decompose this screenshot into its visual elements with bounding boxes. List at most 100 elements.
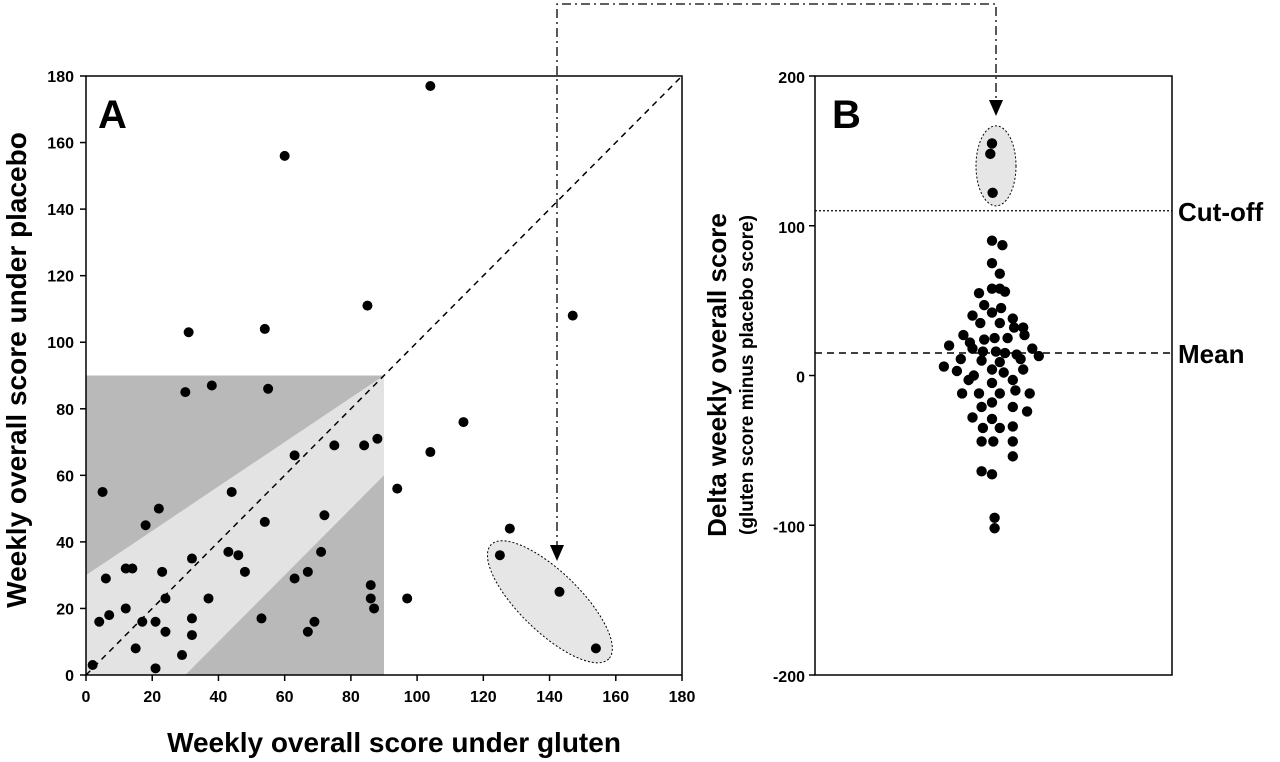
data-point xyxy=(402,593,413,604)
data-point xyxy=(329,440,340,451)
data-point xyxy=(186,613,197,624)
panel-a-y-axis-title: Weekly overall score under placebo xyxy=(1,132,32,608)
x-tick-label: 100 xyxy=(404,689,431,706)
data-point xyxy=(986,235,998,246)
data-point xyxy=(127,563,138,574)
data-point xyxy=(1008,322,1020,333)
data-point xyxy=(1027,343,1038,354)
data-point xyxy=(100,573,111,584)
data-point xyxy=(130,643,141,654)
panel-b-ticks: -200 -100 0 100 200 xyxy=(773,70,815,686)
data-point xyxy=(976,436,987,447)
data-point xyxy=(150,616,161,627)
data-point xyxy=(369,603,380,614)
data-point xyxy=(967,412,978,423)
data-point xyxy=(987,187,998,199)
x-tick-label: 80 xyxy=(342,689,360,706)
data-point xyxy=(239,566,250,577)
data-point xyxy=(494,550,505,561)
data-point xyxy=(985,148,996,160)
data-point xyxy=(425,447,436,458)
mean-label: Mean xyxy=(1178,339,1244,369)
data-point xyxy=(362,300,373,311)
panel-a-letter: A xyxy=(98,93,127,137)
panel-a-x-axis-title: Weekly overall score under gluten xyxy=(167,727,621,758)
data-point xyxy=(263,383,274,394)
data-point xyxy=(1007,436,1018,447)
data-point xyxy=(94,616,105,627)
data-point xyxy=(1019,329,1030,341)
data-point xyxy=(1024,388,1035,399)
data-point xyxy=(183,327,194,338)
y-tick-label: 100 xyxy=(778,220,805,237)
data-point xyxy=(259,323,270,334)
data-point xyxy=(975,317,986,329)
panel-a-frame xyxy=(85,75,683,676)
data-point xyxy=(120,603,131,614)
y-tick-label: -100 xyxy=(773,519,805,536)
data-point xyxy=(997,240,1008,251)
x-tick-label: 60 xyxy=(276,689,294,706)
y-tick-label: 120 xyxy=(47,269,74,286)
data-point xyxy=(963,374,974,386)
data-point xyxy=(316,546,327,557)
data-point xyxy=(990,346,1002,357)
data-point xyxy=(259,516,270,527)
y-tick-label: 180 xyxy=(47,69,74,86)
y-tick-label: 140 xyxy=(47,202,74,219)
data-point xyxy=(309,616,320,627)
cutoff-label: Cut-off xyxy=(1178,197,1264,227)
data-point xyxy=(979,299,990,311)
data-point xyxy=(986,307,998,318)
data-point xyxy=(87,660,98,671)
data-point xyxy=(977,346,989,357)
data-point xyxy=(590,643,601,654)
data-point xyxy=(994,268,1005,279)
data-point xyxy=(160,626,171,637)
data-point xyxy=(967,343,978,354)
data-point xyxy=(977,422,989,434)
data-point xyxy=(951,365,963,377)
data-point xyxy=(986,397,998,408)
data-point xyxy=(302,626,313,637)
data-point xyxy=(1007,421,1018,432)
data-point xyxy=(994,317,1005,329)
data-point xyxy=(140,520,151,531)
x-tick-label: 120 xyxy=(470,689,497,706)
data-point xyxy=(1015,353,1026,365)
data-point xyxy=(319,510,330,521)
data-point xyxy=(1021,406,1033,417)
data-point xyxy=(986,138,998,149)
data-point xyxy=(104,610,115,621)
data-point xyxy=(157,566,168,577)
y-tick-label: 100 xyxy=(47,335,74,352)
y-tick-label: 20 xyxy=(56,601,74,618)
y-tick-label: 200 xyxy=(778,70,805,87)
data-point xyxy=(994,388,1005,399)
data-point xyxy=(1033,350,1045,362)
y-tick-label: 80 xyxy=(56,402,74,419)
data-point xyxy=(186,553,197,564)
data-point xyxy=(1007,451,1018,462)
y-tick-label: 0 xyxy=(65,668,74,685)
data-point xyxy=(372,433,383,444)
data-point xyxy=(999,286,1011,297)
data-point xyxy=(289,450,300,461)
data-point xyxy=(973,388,985,399)
data-point xyxy=(137,616,148,627)
data-point xyxy=(1002,332,1013,344)
data-point xyxy=(998,367,1009,378)
data-point xyxy=(425,80,436,91)
data-point xyxy=(153,503,164,514)
data-point xyxy=(177,650,188,661)
data-point xyxy=(279,150,290,161)
data-point xyxy=(989,523,1000,534)
panel-b-highlight-ellipse xyxy=(975,125,1017,207)
data-point xyxy=(365,593,376,604)
x-tick-label: 40 xyxy=(210,689,228,706)
data-point xyxy=(180,387,191,398)
data-point xyxy=(976,466,987,477)
data-point xyxy=(967,310,978,321)
y-tick-label: 60 xyxy=(56,468,74,485)
x-tick-label: 160 xyxy=(602,689,629,706)
